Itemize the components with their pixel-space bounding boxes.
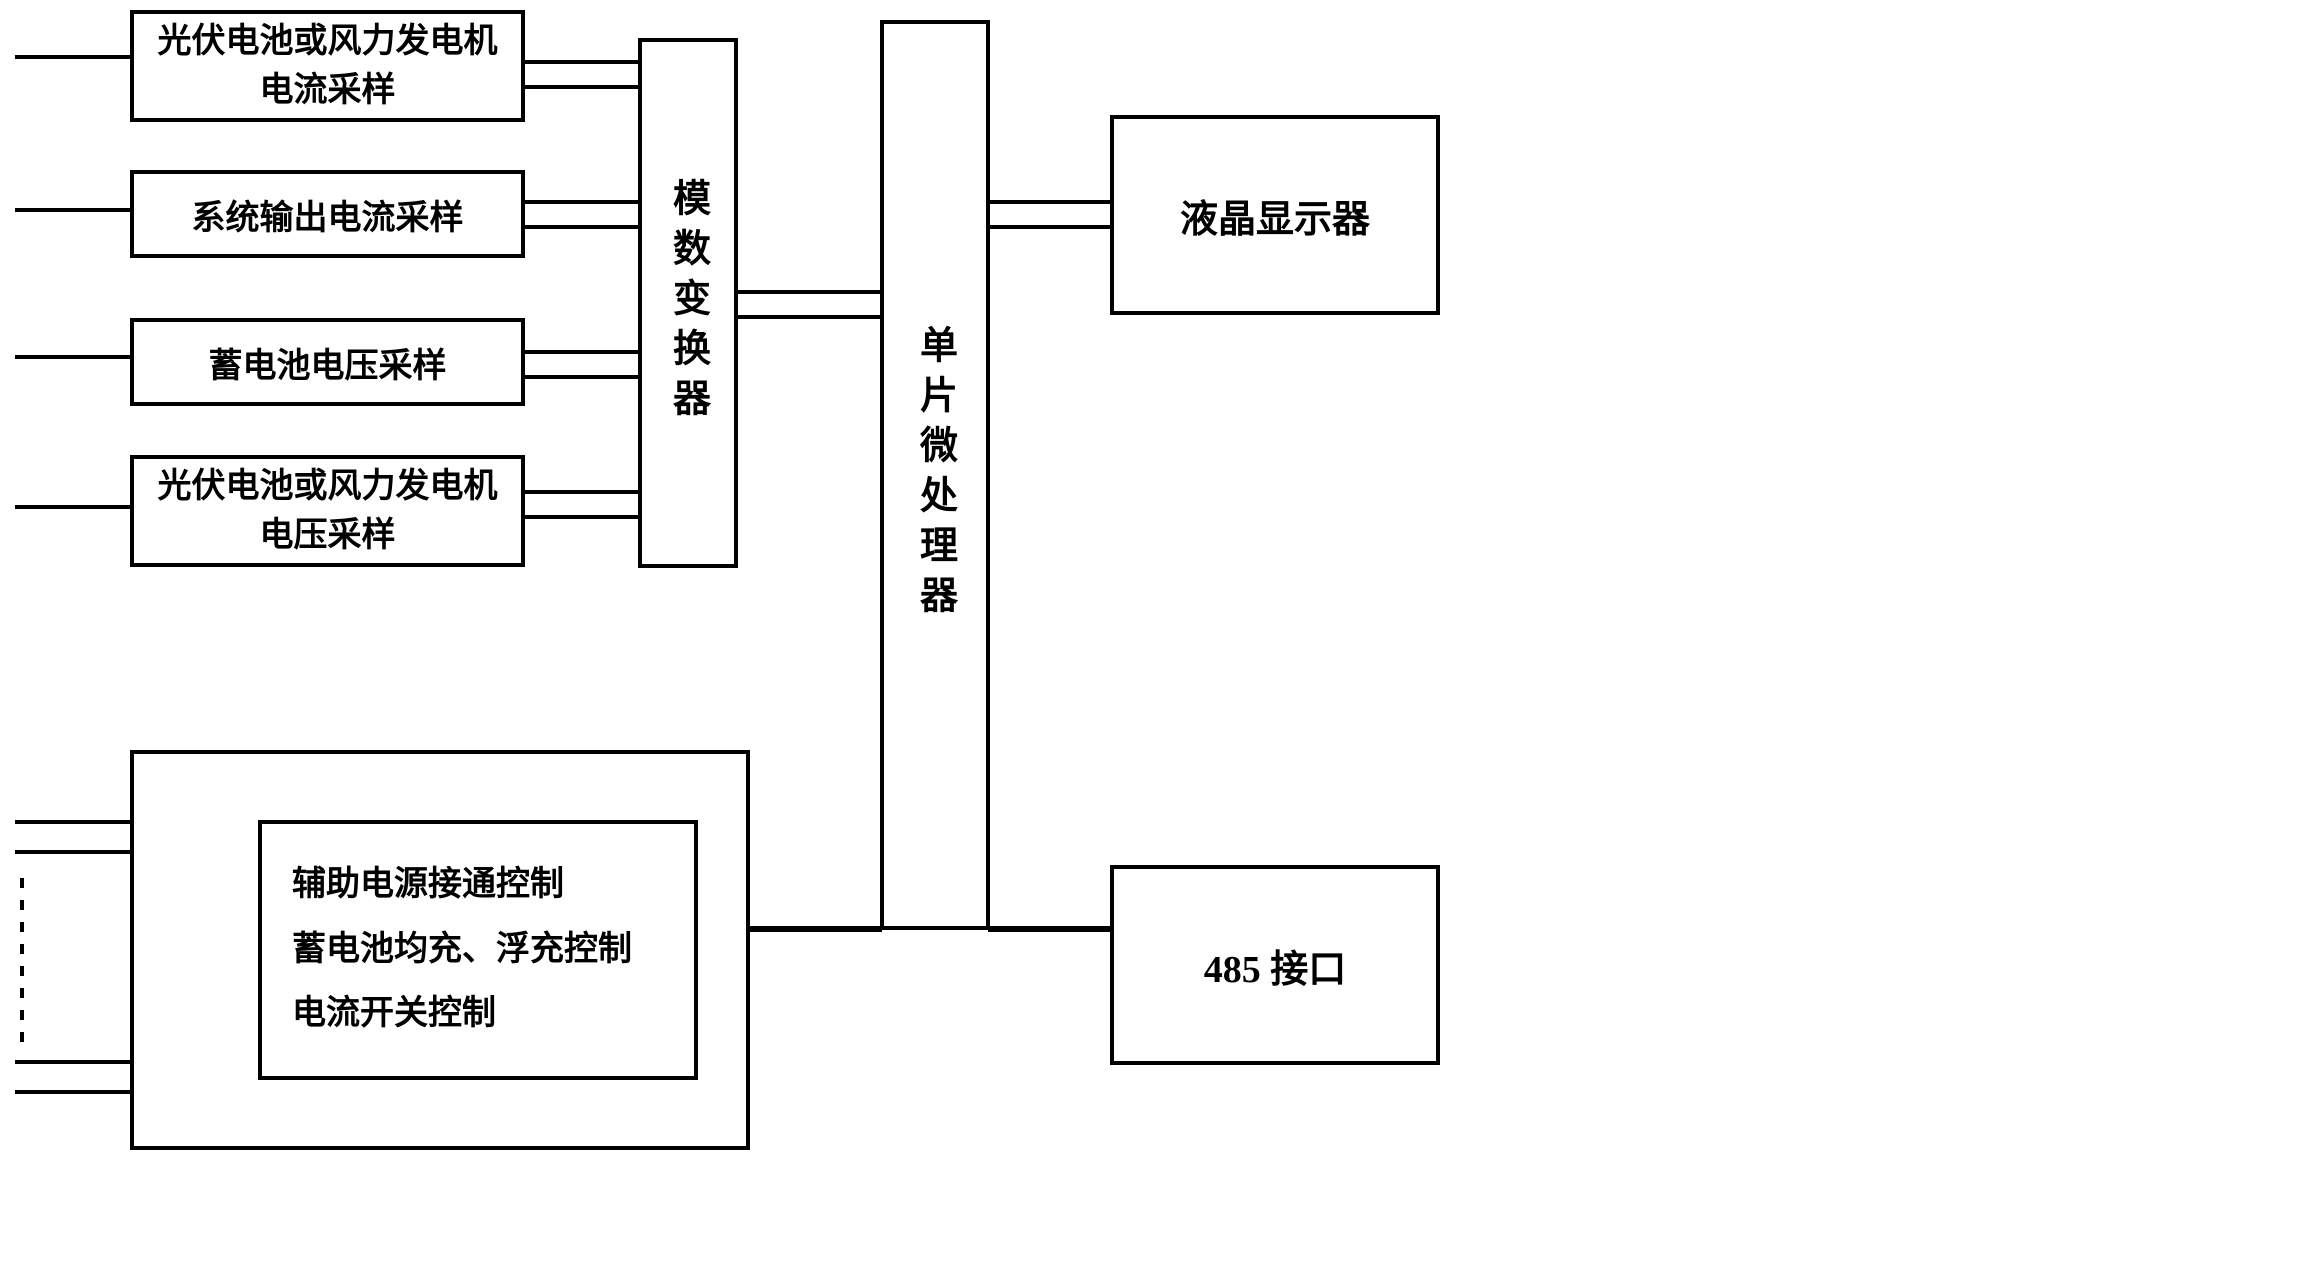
- edge-stub-ctrl-top2: [15, 850, 130, 854]
- edge-s1-adc-a: [525, 60, 638, 64]
- edge-s3-adc-a: [525, 350, 638, 354]
- node-adc-label: 模数变换器: [661, 178, 716, 428]
- edge-s1-adc-b: [525, 85, 638, 89]
- edge-stub-dashed: [20, 878, 24, 1043]
- node-mcu: 单片微处理器: [880, 20, 990, 930]
- controls-line2: 蓄电池均充、浮充控制: [292, 918, 694, 983]
- edge-s2-adc-b: [525, 225, 638, 229]
- edge-adc-mcu-b: [738, 315, 880, 319]
- edge-mcu-lcd-b: [990, 225, 1110, 229]
- edge-s3-adc-b: [525, 375, 638, 379]
- edge-s2-adc-a: [525, 200, 638, 204]
- edge-mcu-rs485: [988, 926, 1110, 932]
- controls-line1: 辅助电源接通控制: [292, 853, 694, 918]
- edge-mcu-lcd-a: [990, 200, 1110, 204]
- controls-line3: 电流开关控制: [292, 982, 694, 1047]
- node-sample3-label: 蓄电池电压采样: [209, 338, 447, 387]
- node-controls-inner: 辅助电源接通控制 蓄电池均充、浮充控制 电流开关控制: [258, 820, 698, 1080]
- node-mcu-label: 单片微处理器: [908, 325, 963, 625]
- node-sample4: 光伏电池或风力发电机电压采样: [130, 455, 525, 567]
- edge-stub-s3: [15, 355, 130, 359]
- edge-stub-ctrl-top1: [15, 820, 130, 824]
- node-sample2: 系统输出电流采样: [130, 170, 525, 258]
- node-sample2-label: 系统输出电流采样: [192, 190, 464, 239]
- edge-s4-adc-b: [525, 515, 638, 519]
- edge-ctrl-mcu: [750, 926, 882, 932]
- edge-s4-adc-a: [525, 490, 638, 494]
- node-sample1-label: 光伏电池或风力发电机电流采样: [158, 17, 498, 116]
- node-adc: 模数变换器: [638, 38, 738, 568]
- node-rs485-label: 485 接口: [1204, 938, 1347, 993]
- node-sample1: 光伏电池或风力发电机电流采样: [130, 10, 525, 122]
- node-rs485: 485 接口: [1110, 865, 1440, 1065]
- node-sample3: 蓄电池电压采样: [130, 318, 525, 406]
- edge-adc-mcu-a: [738, 290, 880, 294]
- node-lcd: 液晶显示器: [1110, 115, 1440, 315]
- edge-stub-ctrl-bot1: [15, 1060, 130, 1064]
- node-lcd-label: 液晶显示器: [1180, 188, 1370, 243]
- edge-stub-s4: [15, 505, 130, 509]
- edge-stub-ctrl-bot2: [15, 1090, 130, 1094]
- edge-stub-s2: [15, 208, 130, 212]
- node-sample4-label: 光伏电池或风力发电机电压采样: [158, 462, 498, 561]
- edge-stub-s1: [15, 55, 130, 59]
